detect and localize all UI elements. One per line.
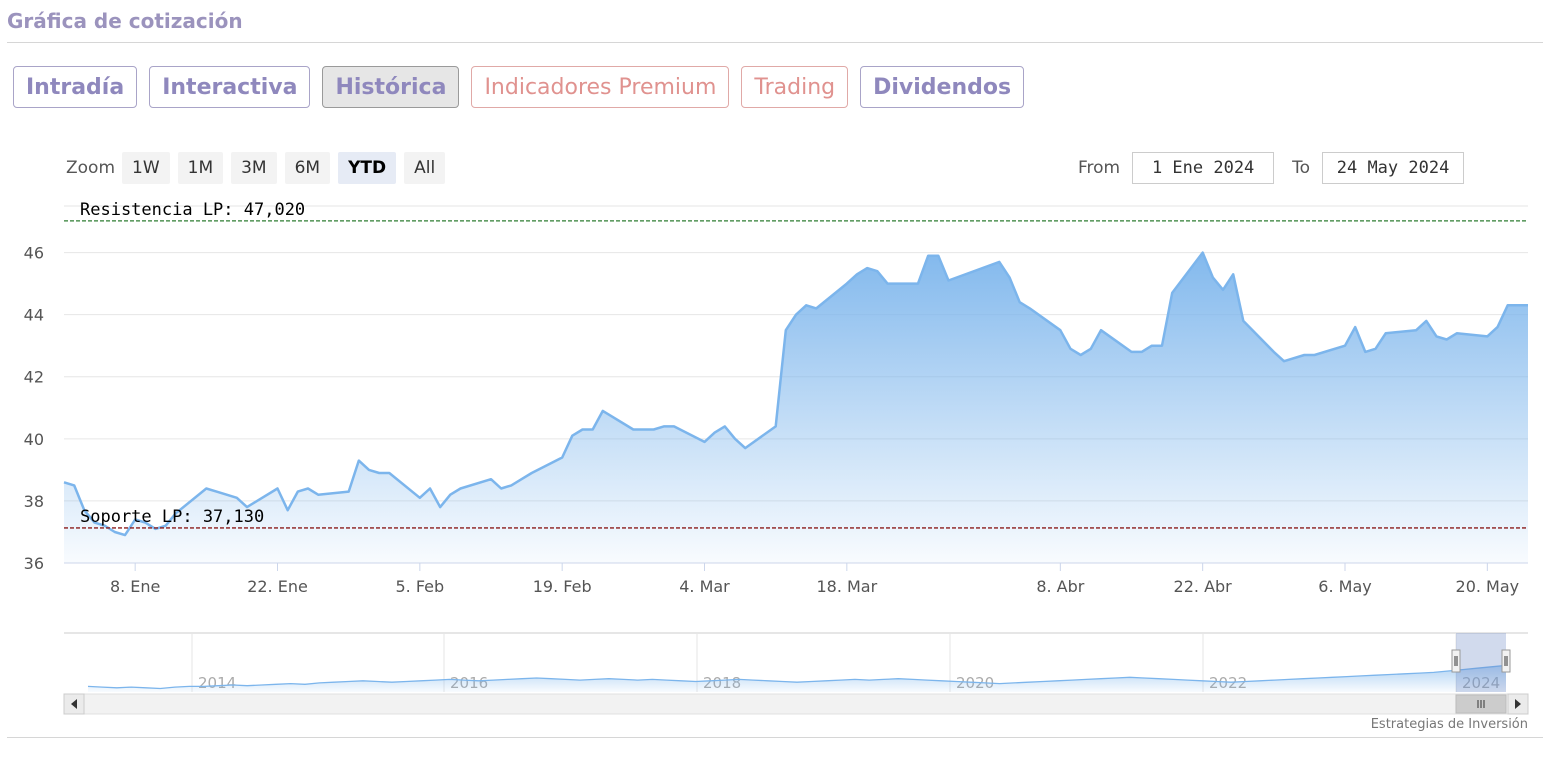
- x-tick-label: 22. Ene: [247, 577, 308, 596]
- resistance-label: Resistencia LP: 47,020: [80, 200, 305, 220]
- chevron-right-icon: [1515, 699, 1521, 709]
- navigator-handle-left[interactable]: [1451, 649, 1461, 673]
- zoom-1w-button[interactable]: 1W: [122, 152, 170, 184]
- tab-interactiva[interactable]: Interactiva: [149, 66, 311, 108]
- x-tick-label: 22. Abr: [1174, 577, 1233, 596]
- from-date-input[interactable]: 1 Ene 2024: [1132, 152, 1275, 184]
- scrollbar-track: [63, 693, 1529, 715]
- title-divider: [7, 42, 1543, 43]
- navigator-selection: [1456, 633, 1506, 692]
- y-tick-label: 46: [24, 244, 44, 263]
- x-tick-label: 5. Feb: [395, 577, 444, 596]
- to-date-input[interactable]: 24 May 2024: [1322, 152, 1465, 184]
- zoom-1m-button[interactable]: 1M: [177, 152, 224, 184]
- tab-intradia[interactable]: Intradía: [13, 66, 138, 108]
- x-tick-label: 4. Mar: [679, 577, 730, 596]
- tab-dividendos[interactable]: Dividendos: [860, 66, 1025, 108]
- from-label: From: [1078, 158, 1121, 178]
- chart-credit: Estrategias de Inversión: [1370, 717, 1528, 732]
- tab-trading[interactable]: Trading: [741, 66, 849, 108]
- handle-grip: [1501, 649, 1511, 673]
- x-tick-label: 8. Abr: [1036, 577, 1084, 596]
- bottom-divider: [7, 737, 1543, 738]
- x-tick-label: 8. Ene: [110, 577, 160, 596]
- price-area: [64, 252, 1528, 563]
- tab-historica[interactable]: Histórica: [322, 66, 460, 108]
- x-tick-label: 6. May: [1318, 577, 1371, 596]
- zoom-3m-button[interactable]: 3M: [231, 152, 277, 184]
- handle-grip: [1451, 649, 1461, 673]
- to-label: To: [1292, 158, 1311, 178]
- y-tick-label: 44: [24, 306, 44, 325]
- price-line: [63, 251, 1528, 537]
- navigator-line: [87, 664, 1507, 690]
- y-tick-label: 40: [24, 430, 44, 449]
- x-tick-label: 19. Feb: [533, 577, 592, 596]
- x-tick-label: 20. May: [1456, 577, 1520, 596]
- zoom-buttons: 1W 1M 3M 6M YTD All: [122, 152, 446, 184]
- zoom-label: Zoom: [66, 158, 116, 178]
- chevron-left-icon: [71, 699, 77, 709]
- tab-indicadores-premium[interactable]: Indicadores Premium: [471, 66, 730, 108]
- chart-tabs: Intradía Interactiva Histórica Indicador…: [13, 66, 1025, 108]
- scrollbar[interactable]: [63, 693, 1529, 715]
- support-label: Soporte LP: 37,130: [80, 507, 264, 527]
- y-tick-label: 38: [24, 492, 44, 511]
- navigator-area: [88, 665, 1506, 692]
- navigator-handle-right[interactable]: [1501, 649, 1511, 673]
- zoom-ytd-button[interactable]: YTD: [338, 152, 397, 184]
- y-tick-label: 36: [24, 554, 44, 573]
- zoom-6m-button[interactable]: 6M: [284, 152, 331, 184]
- zoom-all-button[interactable]: All: [404, 152, 446, 184]
- page-title: Gráfica de cotización: [7, 9, 243, 33]
- date-range: From 1 Ene 2024 To 24 May 2024: [1078, 152, 1465, 184]
- x-tick-label: 18. Mar: [816, 577, 877, 596]
- y-tick-label: 42: [24, 368, 44, 387]
